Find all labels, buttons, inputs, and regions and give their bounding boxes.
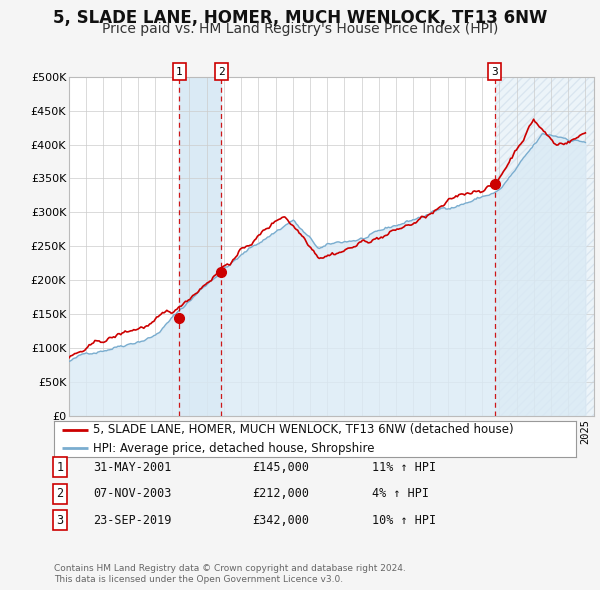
Text: 4% ↑ HPI: 4% ↑ HPI [372,487,429,500]
Text: 3: 3 [491,67,498,77]
Text: £342,000: £342,000 [252,514,309,527]
Bar [494,77,594,416]
Text: HPI: Average price, detached house, Shropshire: HPI: Average price, detached house, Shro… [93,441,374,455]
Text: 23-SEP-2019: 23-SEP-2019 [93,514,172,527]
Text: 3: 3 [56,514,64,527]
Text: Contains HM Land Registry data © Crown copyright and database right 2024.: Contains HM Land Registry data © Crown c… [54,565,406,573]
Text: 11% ↑ HPI: 11% ↑ HPI [372,461,436,474]
Text: 2: 2 [218,67,224,77]
Text: 10% ↑ HPI: 10% ↑ HPI [372,514,436,527]
Text: This data is licensed under the Open Government Licence v3.0.: This data is licensed under the Open Gov… [54,575,343,584]
Bar [494,77,594,416]
Text: 1: 1 [56,461,64,474]
Text: £145,000: £145,000 [252,461,309,474]
Text: 31-MAY-2001: 31-MAY-2001 [93,461,172,474]
Text: £212,000: £212,000 [252,487,309,500]
Text: 5, SLADE LANE, HOMER, MUCH WENLOCK, TF13 6NW: 5, SLADE LANE, HOMER, MUCH WENLOCK, TF13… [53,9,547,27]
Bar [179,77,221,416]
Text: 2: 2 [56,487,64,500]
Text: 5, SLADE LANE, HOMER, MUCH WENLOCK, TF13 6NW (detached house): 5, SLADE LANE, HOMER, MUCH WENLOCK, TF13… [93,423,514,437]
Text: 1: 1 [176,67,183,77]
Text: Price paid vs. HM Land Registry's House Price Index (HPI): Price paid vs. HM Land Registry's House … [102,22,498,37]
Text: 07-NOV-2003: 07-NOV-2003 [93,487,172,500]
